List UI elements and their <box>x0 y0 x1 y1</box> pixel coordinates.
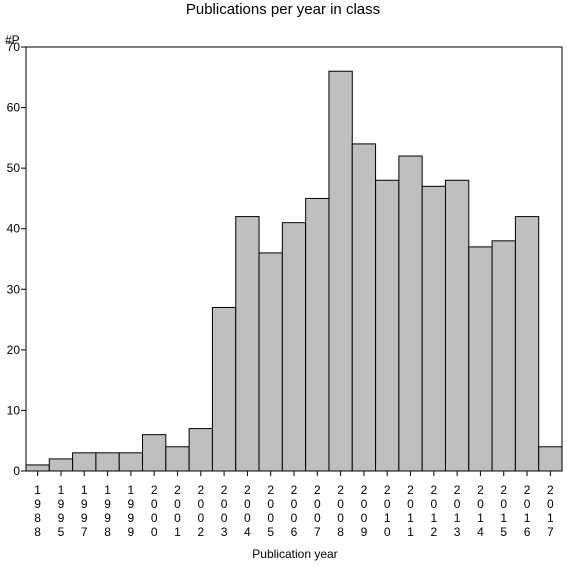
x-axis: 1 9 8 8 1 9 9 5 1 9 9 7 1 9 9 8 1 9 9 9 2 0 0 0 2 0 0 1 2 0 0 2 2 0 0 3 2 0 0 4… <box>34 471 554 539</box>
bar-2013 <box>444 179 470 472</box>
bar-2010 <box>375 179 400 472</box>
bar-2009 <box>351 143 377 472</box>
y-tick-label: 70 <box>7 40 21 54</box>
y-tick-label: 40 <box>7 222 21 236</box>
bar-1997 <box>72 452 97 472</box>
bar-1999 <box>118 452 144 472</box>
bar-2017 <box>538 446 563 472</box>
bar-2014 <box>468 246 493 472</box>
bar-2012 <box>421 185 446 472</box>
chart-title: Publications per year in class <box>186 1 380 18</box>
bar-1988 <box>25 464 50 472</box>
y-tick-label: 20 <box>7 343 21 357</box>
bar-2004 <box>235 216 260 472</box>
bar-1995 <box>48 458 74 472</box>
y-tick-label: 0 <box>13 464 20 478</box>
bar-2011 <box>398 155 423 472</box>
y-axis: 0 10 20 30 40 50 60 70 <box>7 40 26 478</box>
x-axis-label: Publication year <box>252 547 337 561</box>
y-tick-label: 60 <box>7 101 21 115</box>
bar-2003 <box>211 306 237 472</box>
bar-2007 <box>305 197 330 472</box>
bar-2006 <box>281 222 307 472</box>
y-tick-label: 10 <box>7 403 21 417</box>
bars <box>25 70 563 472</box>
bar-2002 <box>188 428 213 472</box>
bar-2005 <box>258 252 283 472</box>
plot-frame <box>25 46 563 472</box>
bar-2001 <box>165 446 190 472</box>
y-tick-label: 30 <box>7 282 21 296</box>
bar-1998 <box>95 452 120 472</box>
bar-2015 <box>491 240 516 472</box>
y-tick-label: 50 <box>7 161 21 175</box>
bar-2008 <box>328 70 353 472</box>
bar-2000 <box>142 434 167 472</box>
bar-2016 <box>514 216 540 472</box>
y-axis-label: #P <box>5 33 20 47</box>
